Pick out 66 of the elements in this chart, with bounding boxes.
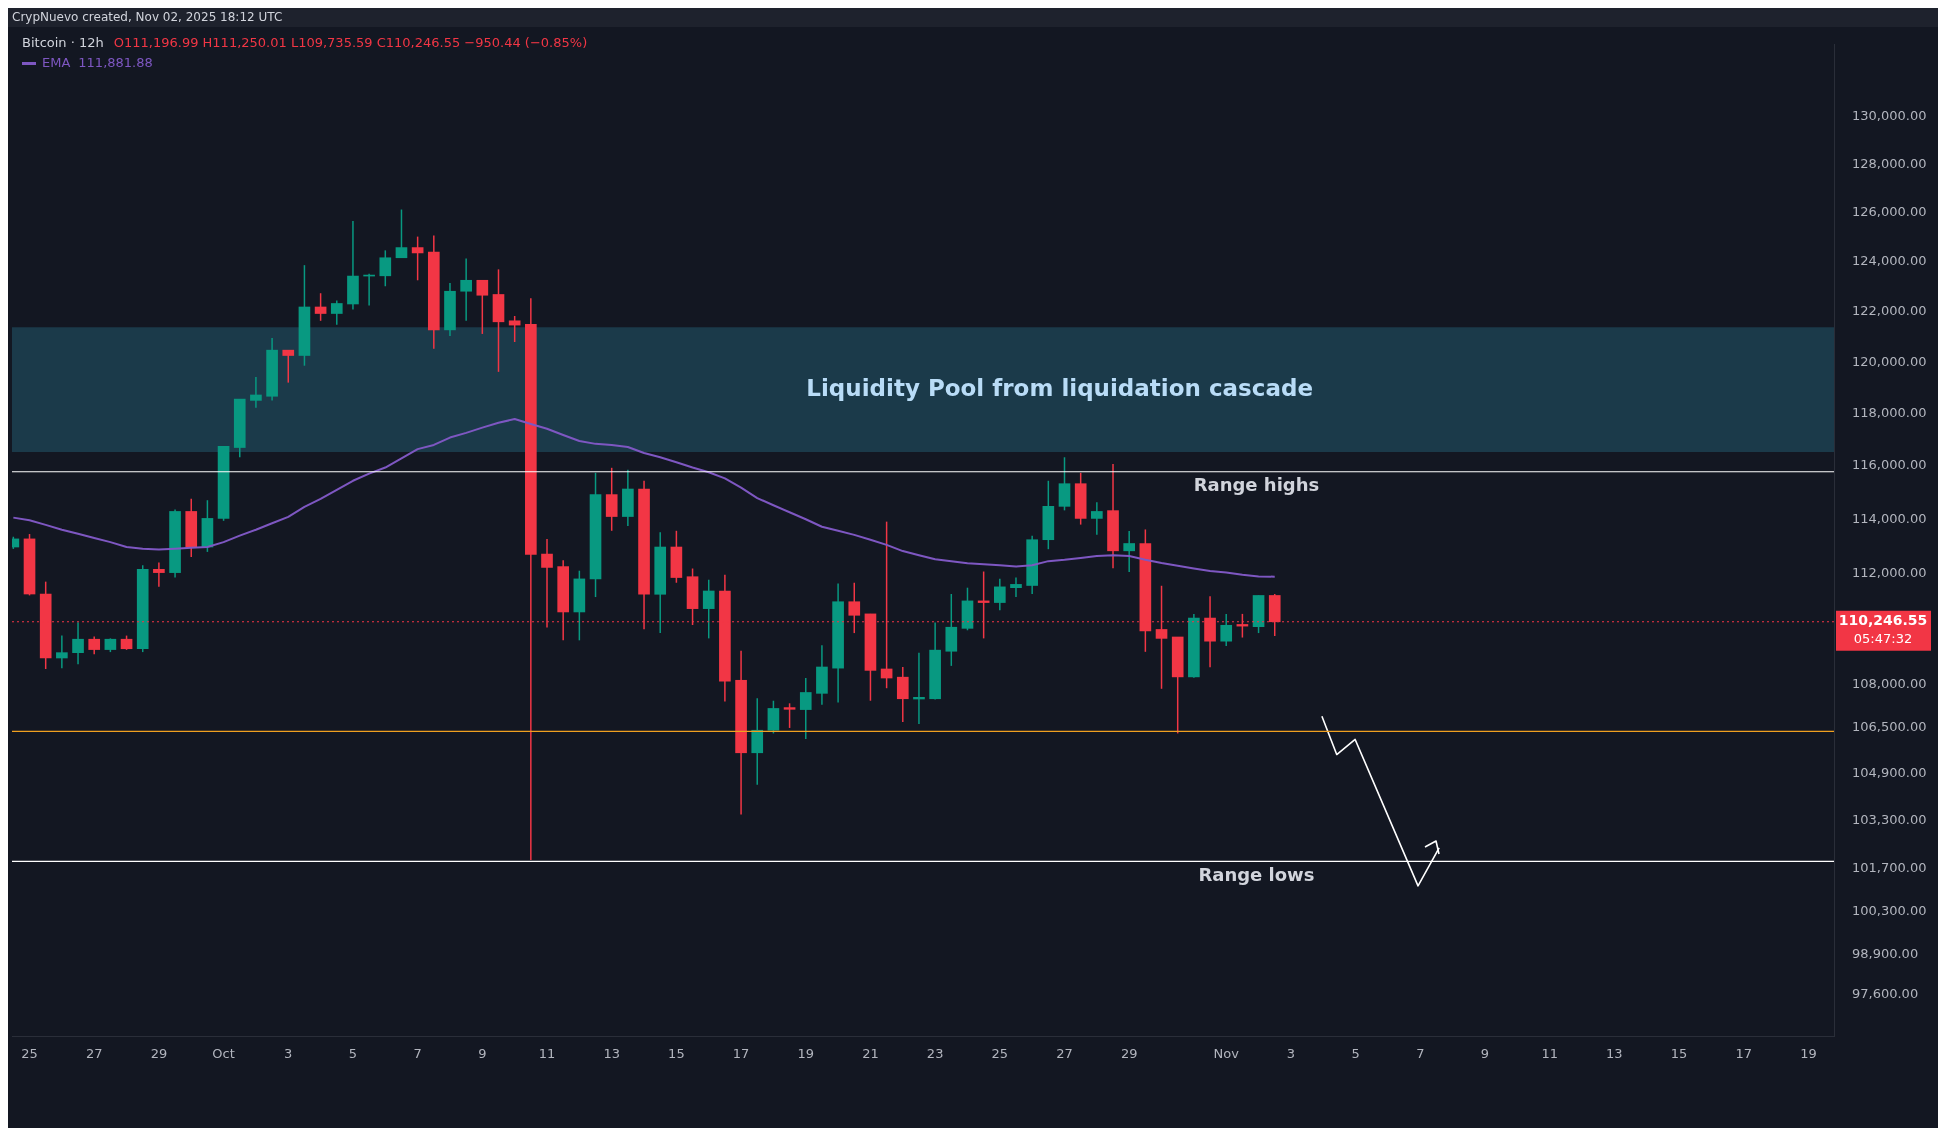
- ref-line-label: 110,246.55: [1838, 612, 1928, 629]
- x-tick-label: 9: [1480, 1046, 1490, 1062]
- y-tick-label: 128,000.00: [1852, 155, 1927, 171]
- x-tick-label: 15: [1670, 1046, 1688, 1062]
- candlestick: [250, 376, 262, 408]
- candlestick: [751, 698, 764, 785]
- x-tick-label: 3: [1286, 1046, 1296, 1062]
- x-tick-label: 15: [668, 1046, 685, 1062]
- candlestick: [347, 220, 359, 310]
- y-tick-label: 126,000.00: [1852, 204, 1927, 220]
- x-tick-label: 11: [538, 1046, 556, 1062]
- x-tick-label: 9: [478, 1046, 487, 1062]
- x-tick-label: 23: [926, 1046, 944, 1062]
- x-tick-label: 5: [348, 1046, 358, 1062]
- candlestick: [153, 562, 165, 587]
- legend-label: EMA: [42, 54, 71, 72]
- x-tick-label: Nov: [1213, 1046, 1240, 1062]
- y-tick-label: 120,000.00: [1852, 353, 1927, 369]
- x-tick-label: 13: [603, 1046, 620, 1062]
- y-tick-label: 124,000.00: [1852, 253, 1927, 269]
- x-tick-label: 21: [862, 1046, 879, 1062]
- y-tick-label: 118,000.00: [1852, 404, 1927, 420]
- x-tick-label: 29: [150, 1046, 168, 1062]
- chart-subtitle: O111,196.99 H111,250.01 L109,735.59 C110,246.55 −950.44 (−0.85%): [113, 35, 588, 50]
- x-tick-label: 11: [1541, 1046, 1558, 1062]
- y-tick-label: 112,000.00: [1852, 564, 1927, 580]
- text: 05:47:32: [1853, 631, 1913, 647]
- x-tick-label: 13: [1606, 1046, 1623, 1062]
- x-tick-label: 27: [1056, 1046, 1073, 1062]
- candlestick: [460, 258, 472, 321]
- x-tick-label: 19: [797, 1046, 815, 1062]
- y-tick-label: 101,700.00: [1852, 860, 1927, 876]
- x-tick-label: 3: [284, 1046, 293, 1062]
- y-tick-label: 108,000.00: [1852, 676, 1927, 692]
- y-tick-label: 100,300.00: [1852, 902, 1927, 918]
- y-tick-label: 104,900.00: [1852, 765, 1927, 781]
- candlestick: [56, 635, 68, 669]
- y-tick-label: 103,300.00: [1852, 812, 1927, 828]
- candlestick: [1091, 502, 1103, 535]
- y-tick-label: 97,600.00: [1852, 986, 1919, 1002]
- annotation: 111,881.88: [78, 54, 153, 72]
- x-tick-label: 17: [1735, 1046, 1752, 1062]
- x-tick-label: 27: [85, 1046, 103, 1062]
- x-tick-label: 25: [21, 1046, 38, 1062]
- x-tick-label: 17: [732, 1046, 750, 1062]
- text: CrypNuevo created, Nov 02, 2025 18:12 UTC: [8, 8, 1938, 27]
- chart-title: Bitcoin · 12h: [22, 35, 104, 50]
- candlestick: [799, 678, 812, 739]
- y-tick-label: 106,500.00: [1852, 719, 1927, 735]
- band-label: Liquidity Pool from liquidation cascade: [806, 374, 1313, 401]
- x-tick-label: 7: [1416, 1046, 1425, 1062]
- x-tick-label: 5: [1351, 1046, 1360, 1062]
- x-tick-label: 7: [413, 1046, 422, 1062]
- x-tick-label: 25: [991, 1046, 1009, 1062]
- x-tick-label: 29: [1120, 1046, 1138, 1062]
- y-tick-label: 122,000.00: [1852, 302, 1927, 318]
- x-tick-label: Oct: [212, 1046, 235, 1062]
- y-tick-label: 116,000.00: [1852, 457, 1927, 473]
- candlestick: [1123, 531, 1136, 573]
- y-tick-label: 114,000.00: [1852, 510, 1927, 526]
- candlestick: [1010, 577, 1022, 598]
- ref-line-label: Range highs: [1193, 474, 1320, 496]
- y-tick-label: 130,000.00: [1852, 108, 1927, 124]
- y-tick-label: 98,900.00: [1852, 945, 1919, 961]
- ref-line-label: Range lows: [1198, 864, 1315, 886]
- x-tick-label: 19: [1800, 1046, 1817, 1062]
